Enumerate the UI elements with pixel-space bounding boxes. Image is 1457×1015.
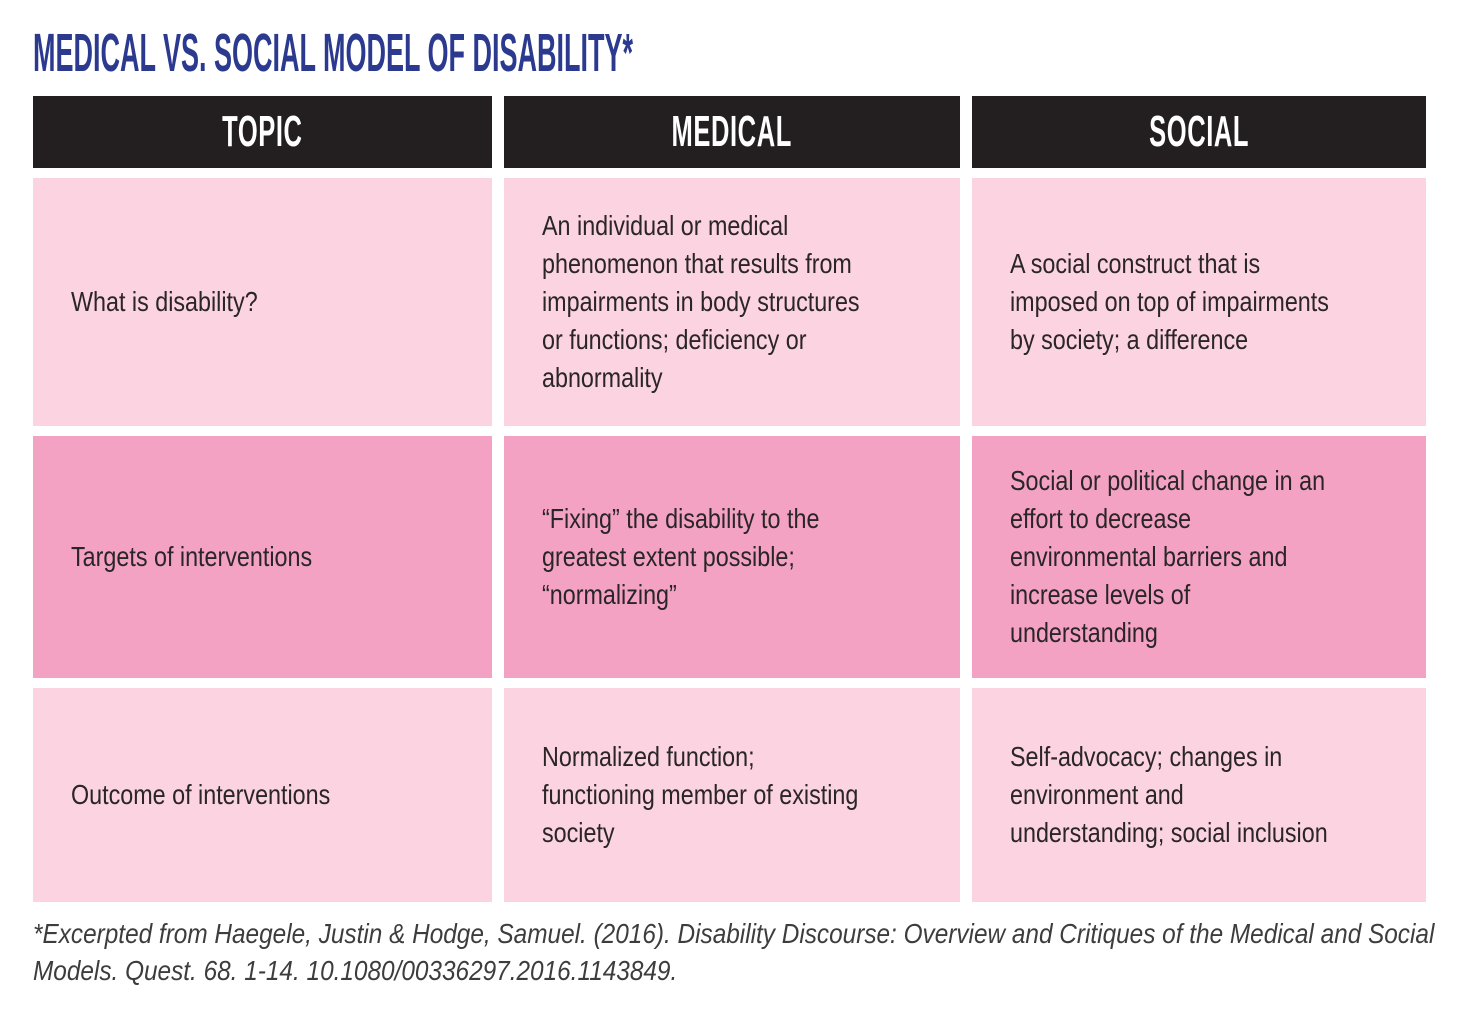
cell-text: “Fixing” the disability to the greatest … bbox=[542, 502, 820, 611]
medical-cell-targets-of-interventions: “Fixing” the disability to the greatest … bbox=[504, 436, 960, 678]
column-header-topic-label: TOPIC bbox=[222, 107, 303, 156]
social-cell-what-is-disability: A social construct that is imposed on to… bbox=[972, 178, 1426, 426]
cell-text: Normalized function; functioning member … bbox=[542, 740, 859, 849]
cell-text: An individual or medical phenomenon that… bbox=[542, 209, 860, 394]
page-title: MEDICAL VS. SOCIAL MODEL OF DISABILITY* bbox=[33, 23, 634, 83]
column-header-social-label: SOCIAL bbox=[1149, 107, 1249, 156]
cell-text: Self-advocacy; changes in environment an… bbox=[1010, 740, 1328, 849]
column-header-medical: MEDICAL bbox=[504, 96, 960, 168]
column-header-medical-label: MEDICAL bbox=[671, 107, 793, 156]
citation-footnote: *Excerpted from Haegele, Justin & Hodge,… bbox=[33, 916, 1443, 990]
column-header-topic: TOPIC bbox=[33, 96, 492, 168]
social-cell-targets-of-interventions: Social or political change in an effort … bbox=[972, 436, 1426, 678]
cell-text: Social or political change in an effort … bbox=[1010, 464, 1326, 649]
cell-text: A social construct that is imposed on to… bbox=[1010, 247, 1329, 356]
column-header-social: SOCIAL bbox=[972, 96, 1426, 168]
topic-cell-outcome-of-interventions: Outcome of interventions bbox=[33, 688, 492, 902]
cell-text: Outcome of interventions bbox=[71, 778, 331, 810]
comparison-table: TOPIC MEDICAL SOCIAL What is disability?… bbox=[33, 96, 1426, 902]
topic-cell-what-is-disability: What is disability? bbox=[33, 178, 492, 426]
topic-cell-targets-of-interventions: Targets of interventions bbox=[33, 436, 492, 678]
medical-cell-outcome-of-interventions: Normalized function; functioning member … bbox=[504, 688, 960, 902]
cell-text: Targets of interventions bbox=[71, 540, 313, 572]
social-cell-outcome-of-interventions: Self-advocacy; changes in environment an… bbox=[972, 688, 1426, 902]
cell-text: What is disability? bbox=[71, 285, 258, 317]
medical-cell-what-is-disability: An individual or medical phenomenon that… bbox=[504, 178, 960, 426]
citation-footnote-text: *Excerpted from Haegele, Justin & Hodge,… bbox=[33, 918, 1435, 986]
